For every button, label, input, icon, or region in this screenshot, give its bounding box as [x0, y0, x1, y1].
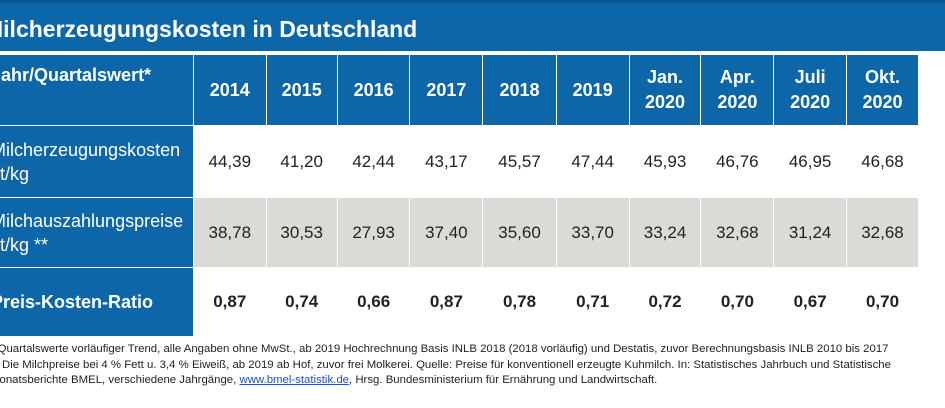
table-cell: 31,24: [773, 197, 847, 268]
footnotes: * Quartalswerte vorläufiger Trend, alle …: [0, 342, 945, 389]
header-label: Jahr/Quartalswert*: [0, 54, 194, 126]
column-header: 2017: [409, 54, 484, 126]
column-header: Juli 2020: [773, 54, 847, 126]
table-row: Milchauszahlungspreise ct/kg ** 38,78 30…: [0, 197, 920, 268]
table-cell: 44,39: [192, 125, 267, 198]
column-header: Okt. 2020: [845, 54, 920, 126]
footnote-3-suffix: , Hrsg. Bundesministerium für Ernährung …: [349, 374, 658, 386]
footnote-1: * Quartalswerte vorläufiger Trend, alle …: [0, 343, 889, 355]
table-cell: 0,70: [845, 267, 920, 337]
table-cell: 0,78: [482, 267, 557, 337]
table-cell: 32,68: [845, 197, 920, 268]
table-cell: 0,74: [265, 267, 338, 337]
table-cell: 41,20: [265, 125, 338, 198]
table-cell: 35,60: [482, 197, 557, 268]
footnote-3: Monatsberichte BMEL, verschiedene Jahrgä…: [0, 373, 945, 389]
table-row: Milcherzeugungskosten ct/kg 44,39 41,20 …: [0, 125, 920, 198]
column-header: Apr. 2020: [700, 54, 775, 126]
column-header: 2014: [192, 54, 267, 126]
table-cell: 0,72: [628, 267, 702, 337]
table-cell: 46,76: [700, 125, 775, 198]
table-cell: 46,95: [773, 125, 847, 198]
table-cell: 0,66: [336, 267, 411, 337]
footnote-2: ** Die Milchpreise bei 4 % Fett u. 3,4 %…: [0, 358, 891, 371]
header-row: Jahr/Quartalswert* 2014 2015 2016 2017 2…: [0, 54, 920, 126]
row-label: Preis-Kosten-Ratio: [0, 267, 194, 337]
table-cell: 0,70: [700, 267, 775, 337]
row-label: Milchauszahlungspreise ct/kg **: [0, 197, 194, 268]
table-cell: 38,78: [192, 197, 267, 268]
table-cell: 32,68: [700, 197, 775, 268]
table-cell: 30,53: [265, 197, 338, 268]
row-label: Milcherzeugungskosten ct/kg: [0, 125, 194, 198]
table-cell: 0,87: [192, 267, 267, 337]
column-header: 2015: [265, 54, 338, 126]
footnote-3-text: Monatsberichte BMEL, verschiedene Jahrgä…: [0, 374, 240, 386]
title-bar: Milcherzeugungskosten in Deutschland: [0, 0, 945, 51]
table-cell: 45,57: [482, 125, 557, 198]
source-link[interactable]: www.bmel-statistik.de: [239, 374, 349, 386]
table-cell: 27,93: [336, 197, 411, 268]
table-cell: 46,68: [845, 125, 920, 198]
table-row: Preis-Kosten-Ratio 0,87 0,74 0,66 0,87 0…: [0, 267, 920, 337]
table-cell: 0,71: [555, 267, 630, 337]
table-cell: 33,70: [555, 197, 630, 268]
data-table: Jahr/Quartalswert* 2014 2015 2016 2017 2…: [0, 54, 920, 337]
column-header: 2018: [482, 54, 557, 126]
table-cell: 33,24: [628, 197, 702, 268]
table-cell: 0,67: [773, 267, 847, 337]
table-cell: 42,44: [336, 125, 411, 198]
column-header: Jan. 2020: [628, 54, 702, 126]
table-cell: 37,40: [409, 197, 484, 268]
column-header: 2019: [555, 54, 630, 126]
table-cell: 0,87: [409, 267, 484, 337]
column-header: 2016: [336, 54, 411, 126]
table-cell: 45,93: [628, 125, 702, 198]
table-cell: 47,44: [555, 125, 630, 198]
page-title: Milcherzeugungskosten in Deutschland: [0, 16, 418, 42]
table-cell: 43,17: [409, 125, 484, 198]
